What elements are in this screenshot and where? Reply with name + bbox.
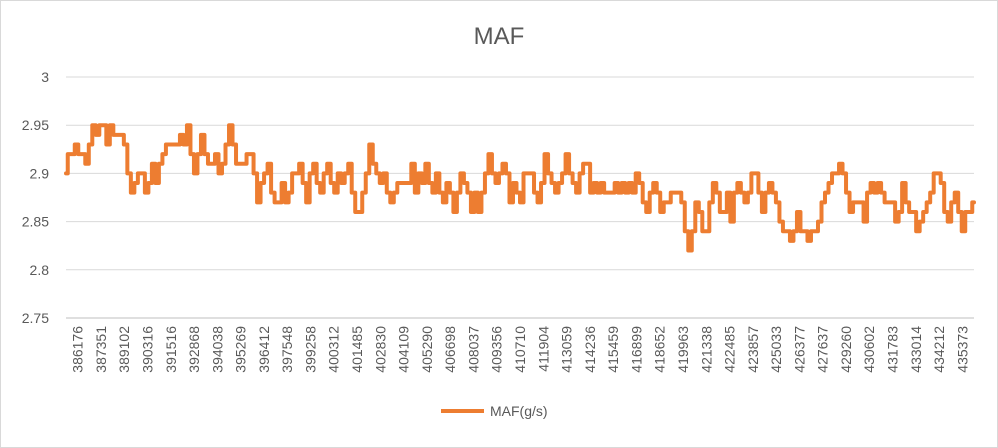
series-line-maf	[64, 123, 976, 253]
x-tick-label: 399258	[302, 326, 318, 373]
x-tick-label: 395269	[233, 326, 249, 373]
x-tick-label: 401485	[349, 326, 365, 373]
x-tick-label: 426377	[791, 326, 807, 373]
x-tick-label: 430602	[861, 326, 877, 373]
x-tick-label: 422485	[722, 326, 738, 373]
x-tick-label: 392868	[186, 326, 202, 373]
x-tick-label: 406698	[442, 326, 458, 373]
x-tick-label: 425033	[768, 326, 784, 373]
x-tick-label: 389102	[116, 326, 132, 373]
y-axis-ticks: 2.75 2.8 2.85 2.9 2.95 3	[22, 69, 49, 326]
x-tick-label: 410710	[512, 326, 528, 373]
x-tick-label: 404109	[396, 326, 412, 373]
x-tick-label: 435373	[954, 326, 970, 373]
x-tick-label: 396412	[256, 326, 272, 373]
y-tick-label: 2.85	[22, 214, 49, 230]
x-tick-label: 400312	[326, 326, 342, 373]
x-tick-label: 418652	[652, 326, 668, 373]
chart-title: MAF	[474, 23, 525, 50]
x-tick-label: 431783	[885, 326, 901, 373]
x-tick-label: 397548	[279, 326, 295, 373]
x-tick-label: 433014	[908, 326, 924, 373]
x-tick-label: 402830	[372, 326, 388, 373]
x-tick-label: 386176	[70, 326, 86, 373]
x-axis-ticks: 386176 387351 389102 390316 391516 392868 3940…	[70, 326, 971, 373]
x-tick-label: 415459	[605, 326, 621, 373]
x-tick-label: 429260	[838, 326, 854, 373]
x-tick-label: 394038	[209, 326, 225, 373]
legend: MAF(g/s)	[441, 403, 548, 419]
x-tick-label: 421338	[698, 326, 714, 373]
x-tick-label: 434212	[931, 326, 947, 373]
x-tick-label: 423857	[745, 326, 761, 373]
x-tick-label: 411904	[535, 326, 551, 372]
x-tick-label: 414236	[582, 326, 598, 373]
x-tick-label: 390316	[139, 326, 155, 373]
series-layer	[64, 123, 976, 253]
y-tick-label: 2.9	[30, 165, 50, 181]
x-tick-label: 387351	[93, 326, 109, 373]
legend-label-maf: MAF(g/s)	[490, 403, 548, 419]
x-tick-label: 413059	[559, 326, 575, 373]
y-tick-label: 3	[41, 69, 49, 85]
x-tick-label: 416899	[628, 326, 644, 373]
x-tick-label: 405290	[419, 326, 435, 373]
x-tick-label: 409356	[489, 326, 505, 373]
y-tick-label: 2.95	[22, 117, 49, 133]
x-tick-label: 419963	[675, 326, 691, 373]
y-tick-label: 2.8	[30, 262, 50, 278]
x-tick-label: 391516	[163, 326, 179, 373]
x-tick-label: 427637	[815, 326, 831, 373]
y-tick-label: 2.75	[22, 310, 49, 326]
x-tick-label: 408037	[465, 326, 481, 373]
